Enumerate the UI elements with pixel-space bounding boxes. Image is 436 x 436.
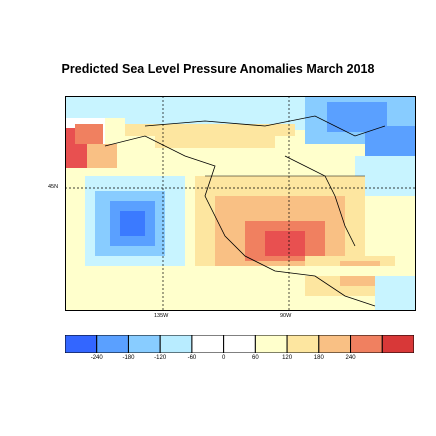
anomaly-map <box>65 96 416 311</box>
color-swatch <box>159 334 193 354</box>
color-swatch <box>96 334 129 354</box>
color-swatch <box>381 334 415 354</box>
color-scale-tick: 240 <box>345 355 356 361</box>
color-scale-tick: -60 <box>187 355 197 361</box>
color-scale-tick: 0 <box>221 355 226 361</box>
color-scale-bar <box>64 334 415 354</box>
color-swatch <box>350 334 383 354</box>
color-scale-tick: -240 <box>90 355 103 361</box>
map-frame <box>65 96 416 311</box>
color-scale-labels: -240 -180 -120 -60 0 60 120 180 240 <box>65 355 414 365</box>
color-scale-tick: -120 <box>154 355 167 361</box>
color-swatch <box>64 334 98 354</box>
lon-label-135w: 135W <box>154 313 169 319</box>
color-swatch <box>223 334 256 354</box>
map-title: Predicted Sea Level Pressure Anomalies M… <box>61 62 375 76</box>
color-scale-tick: 60 <box>252 355 259 361</box>
lon-label-90w: 90W <box>280 313 292 319</box>
color-swatch <box>191 334 225 354</box>
color-swatch <box>127 334 161 354</box>
color-scale-tick: 120 <box>282 355 293 361</box>
anomaly-region-canada <box>125 124 295 136</box>
coastline <box>104 135 376 307</box>
color-swatch <box>254 334 288 354</box>
color-swatch <box>286 334 320 354</box>
lat-label-45n: 45N <box>48 184 59 190</box>
color-scale-tick: 180 <box>313 355 324 361</box>
color-scale-tick: -180 <box>122 355 135 361</box>
color-swatch <box>318 334 352 354</box>
